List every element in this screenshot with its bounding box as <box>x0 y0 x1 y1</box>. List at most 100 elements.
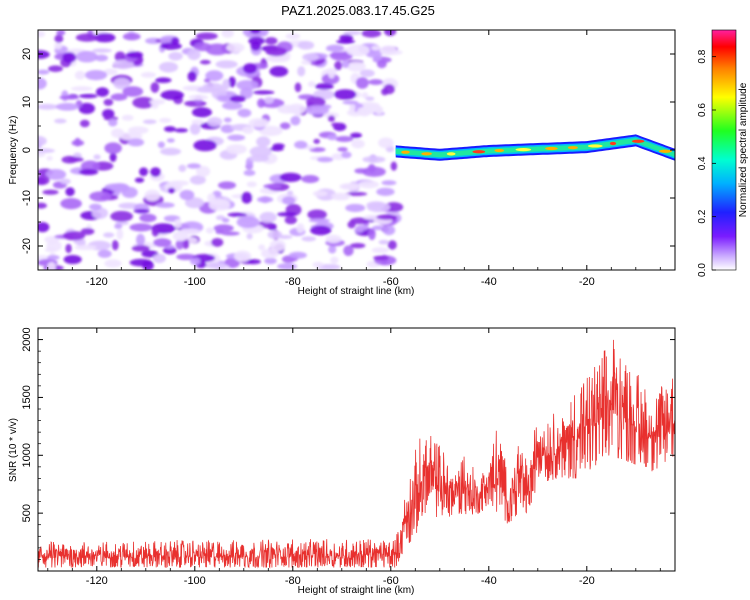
noise-blob <box>54 34 64 43</box>
noise-blob <box>163 126 176 132</box>
top-x-tick-labels: -120 -100 -80 -60 -40 -20 <box>47 30 661 288</box>
noise-blob <box>112 59 134 70</box>
noise-blob <box>313 138 321 144</box>
noise-blob <box>378 239 389 245</box>
noise-blob <box>227 212 248 217</box>
noise-blob <box>116 228 124 240</box>
noise-blob <box>74 70 86 80</box>
snr-panel: -120 -100 -80 -60 -40 -20 500 1000 1500 2000 Hei… <box>8 327 676 596</box>
noise-blob <box>376 214 398 220</box>
noise-blobs <box>38 30 404 270</box>
noise-blob <box>242 126 254 135</box>
noise-blob <box>133 209 150 214</box>
snr-frame <box>37 327 676 572</box>
noise-blob <box>226 42 245 53</box>
noise-blob <box>307 81 316 88</box>
noise-blob <box>294 106 301 119</box>
noise-blob <box>331 192 351 200</box>
noise-blob <box>160 42 182 50</box>
noise-blob <box>371 247 389 254</box>
noise-blob <box>38 69 50 75</box>
noise-blob <box>374 105 384 115</box>
noise-blob <box>159 117 172 123</box>
noise-blob <box>250 30 261 34</box>
noise-blob <box>361 30 382 38</box>
noise-blob <box>70 86 93 92</box>
top-y-tick-label: -20 <box>21 238 33 254</box>
noise-blob <box>288 251 307 259</box>
noise-blob <box>366 202 391 213</box>
noise-blob <box>368 228 376 241</box>
noise-blob <box>277 104 297 114</box>
signal-peak <box>421 152 432 156</box>
noise-blob <box>277 263 298 270</box>
noise-blob <box>122 32 141 41</box>
snr-series-line <box>38 339 675 569</box>
noise-blob <box>307 209 327 220</box>
noise-blob <box>281 196 296 205</box>
noise-blob <box>135 233 146 246</box>
noise-blob <box>379 45 397 56</box>
noise-blob <box>38 31 46 38</box>
colorbar-tick-label: 0.6 <box>697 103 708 117</box>
noise-blob <box>294 140 308 149</box>
noise-blob <box>335 135 354 142</box>
signal-peak <box>658 149 672 153</box>
noise-blob <box>187 48 201 61</box>
signal-peak <box>545 146 558 151</box>
noise-blob <box>279 122 291 130</box>
noise-blob <box>249 146 272 158</box>
chart-title: PAZ1.2025.083.17.45.G25 <box>281 3 435 18</box>
noise-blob <box>193 139 217 152</box>
noise-blob <box>233 250 252 262</box>
colorbar-tick-label: 0.0 <box>697 263 708 277</box>
noise-blob <box>191 107 212 118</box>
noise-blob <box>301 175 320 184</box>
noise-blob <box>44 236 60 244</box>
noise-blob <box>345 203 366 213</box>
noise-blob <box>286 190 294 196</box>
noise-blob <box>68 157 84 162</box>
noise-blob <box>343 30 362 36</box>
noise-blob <box>343 245 354 257</box>
noise-blob <box>103 232 115 238</box>
noise-blob <box>221 231 240 236</box>
top-y-tick-label: 0 <box>21 147 33 153</box>
noise-blob <box>236 79 259 91</box>
noise-blob <box>276 212 298 217</box>
noise-blob <box>222 78 230 91</box>
noise-blob <box>350 132 362 139</box>
noise-blob <box>357 106 373 115</box>
noise-blob <box>256 196 274 203</box>
noise-blob <box>47 261 56 270</box>
noise-blob <box>265 47 287 57</box>
colorbar-tick-label: 0.2 <box>697 209 708 223</box>
noise-blob <box>239 87 253 99</box>
noise-blob <box>191 119 204 125</box>
noise-blob <box>159 147 182 156</box>
noise-blob <box>185 197 205 209</box>
noise-blob <box>334 60 343 71</box>
signal-peak <box>494 148 505 153</box>
noise-blob <box>187 71 197 82</box>
noise-blob <box>381 88 389 96</box>
noise-blob <box>151 99 159 109</box>
noise-blob <box>60 178 71 185</box>
noise-blob <box>269 239 286 252</box>
noise-blob <box>258 125 283 137</box>
noise-blob <box>45 169 67 180</box>
noise-blob <box>157 141 165 149</box>
noise-blob <box>175 239 184 250</box>
noise-blob <box>127 138 145 147</box>
colorbar-tick-label: 0.8 <box>697 49 708 63</box>
noise-blob <box>284 215 297 225</box>
noise-blob <box>308 218 330 223</box>
bottom-y-tick-label: 1000 <box>21 443 33 467</box>
noise-blob <box>150 167 161 178</box>
noise-blob <box>62 52 77 63</box>
noise-blob <box>246 233 253 240</box>
signal-peak <box>631 139 645 143</box>
bottom-x-axis-label: Height of straight line (km) <box>298 585 415 596</box>
noise-blob <box>108 118 118 127</box>
colorbar-tick-label: 0.4 <box>697 156 708 170</box>
